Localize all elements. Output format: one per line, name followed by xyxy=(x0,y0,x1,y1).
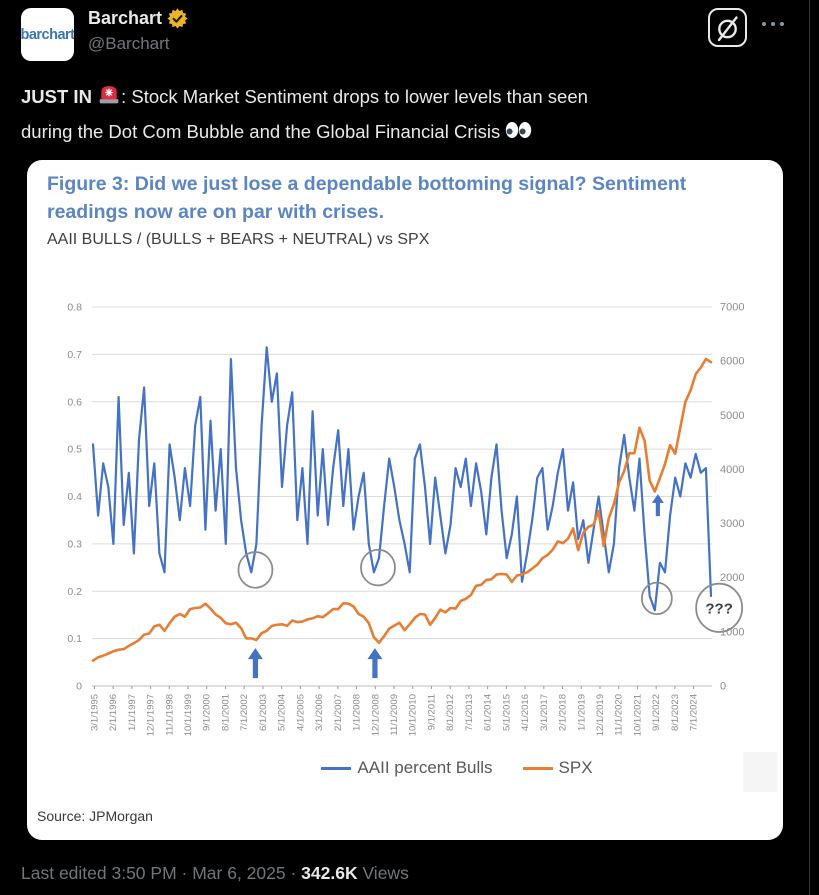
eyes-icon xyxy=(505,119,532,151)
siren-icon xyxy=(97,82,121,116)
legend-item-spx: SPX xyxy=(522,758,593,778)
series-line-spx xyxy=(91,357,713,662)
sentiment-chart-plot: 0.8 0.7 0.6 0.5 0.4 0.3 0.2 0.1 0 7000 6000 5000 400… xyxy=(67,302,744,737)
tweet-image-chart-card[interactable]: Figure 3: Did we just lose a dependable … xyxy=(27,160,783,840)
timeline-right-border xyxy=(809,0,810,895)
more-dot-icon xyxy=(771,22,775,26)
series-line-bulls xyxy=(91,346,713,612)
x-axis-tick-label: 3/1/2017 xyxy=(539,694,550,731)
x-axis-tick-label: 2/1/1996 xyxy=(108,694,119,731)
chart-title: Figure 3: Did we just lose a dependable … xyxy=(47,173,687,223)
up-arrow-icon xyxy=(651,494,664,517)
chart-legend: AAII percent Bulls SPX xyxy=(147,758,767,778)
x-axis-tick-label: 10/1/2021 xyxy=(632,694,643,736)
x-axis-tick-label: 11/1/2009 xyxy=(389,694,400,736)
annotation-circle xyxy=(695,582,744,633)
left-axis-tick-label: 0 xyxy=(76,681,82,693)
right-axis-tick-label: 3000 xyxy=(720,518,744,530)
x-axis-tick-label: 8/1/2012 xyxy=(445,694,456,731)
x-axis-tick-label: 2/1/2007 xyxy=(333,694,344,731)
x-axis-tick-label: 9/1/2022 xyxy=(651,694,662,731)
up-arrow-icon xyxy=(247,648,263,679)
x-axis-tick-label: 10/1/1999 xyxy=(183,694,194,736)
x-axis-tick-label: 7/1/2013 xyxy=(464,694,475,731)
x-axis-tick-label: 7/1/2024 xyxy=(689,694,700,731)
display-name[interactable]: Barchart xyxy=(88,8,163,28)
annotation-circle xyxy=(237,551,274,589)
right-axis-tick-label: 7000 xyxy=(720,302,744,314)
right-axis-tick-label: 5000 xyxy=(720,410,744,422)
grok-actions-button[interactable] xyxy=(708,8,747,47)
legend-label: SPX xyxy=(558,758,593,777)
x-axis-tick-label: 1/1/1997 xyxy=(127,694,138,731)
more-dot-icon xyxy=(780,22,784,26)
legend-label: AAII percent Bulls xyxy=(357,758,493,777)
right-axis-tick-label: 2000 xyxy=(720,572,744,584)
x-axis-tick-label: 8/1/2023 xyxy=(670,694,681,731)
left-axis-tick-label: 0.1 xyxy=(67,633,82,645)
left-axis-tick-label: 0.7 xyxy=(67,349,82,361)
annotation-question-label: ??? xyxy=(705,600,733,617)
x-axis-tick-label: 1/1/2019 xyxy=(576,694,587,731)
x-axis-tick-label: 7/1/2002 xyxy=(239,694,250,731)
chart-subtitle: AAII BULLS / (BULLS + BEARS + NEUTRAL) v… xyxy=(47,231,430,248)
left-axis-tick-label: 0.5 xyxy=(67,444,82,456)
right-axis-tick-label: 4000 xyxy=(720,464,744,476)
right-axis-tick-label: 0 xyxy=(720,681,726,693)
x-axis-tick-label: 12/1/2019 xyxy=(595,694,606,736)
left-axis-tick-label: 0.6 xyxy=(67,396,82,408)
views-label: Views xyxy=(357,863,409,883)
views-count: 342.6K xyxy=(301,863,358,883)
right-axis-tick-label: 6000 xyxy=(720,356,744,368)
left-axis-tick-label: 0.8 xyxy=(67,302,82,314)
tweet-meta: Last edited 3:50 PM · Mar 6, 2025 · 342.… xyxy=(21,863,409,884)
x-axis-tick-label: 6/1/2003 xyxy=(258,694,269,731)
gold-verified-badge-icon xyxy=(167,8,188,29)
annotation-circle xyxy=(360,548,396,587)
x-axis-tick-label: 10/1/2010 xyxy=(408,694,419,736)
x-axis-tick-label: 3/1/2006 xyxy=(314,694,325,731)
legend-item-bulls: AAII percent Bulls xyxy=(321,758,493,778)
more-dot-icon xyxy=(762,22,766,26)
x-axis-tick-label: 9/1/2000 xyxy=(202,694,213,731)
x-axis-tick-label: 12/1/2008 xyxy=(370,694,381,736)
avatar-logo-text: barchart xyxy=(21,26,74,43)
x-axis-tick-label: 4/1/2005 xyxy=(295,694,306,731)
x-axis-tick-label: 4/1/2016 xyxy=(520,694,531,731)
x-axis-tick-label: 1/1/2008 xyxy=(352,694,363,731)
x-axis-tick-label: 12/1/1997 xyxy=(146,694,157,736)
chart-source: Source: JPMorgan xyxy=(37,808,153,824)
up-arrow-icon xyxy=(367,648,383,679)
x-axis-tick-label: 5/1/2015 xyxy=(501,694,512,731)
edited-timestamp: Last edited 3:50 PM · Mar 6, 2025 · xyxy=(21,863,302,883)
grok-icon xyxy=(717,15,738,41)
user-handle[interactable]: @Barchart xyxy=(88,34,170,53)
legend-line-orange-icon xyxy=(522,766,553,770)
x-axis-tick-label: 6/1/2014 xyxy=(483,694,494,731)
avatar[interactable]: barchart xyxy=(21,8,74,61)
x-axis-tick-label: 9/1/2011 xyxy=(426,694,437,730)
x-axis-tick-label: 5/1/2004 xyxy=(277,694,288,731)
watermark-artifact xyxy=(743,752,777,792)
annotation-circle xyxy=(640,581,673,616)
tweet-text: JUST IN : Stock Market Sentiment drops t… xyxy=(21,81,796,151)
x-axis-tick-label: 11/1/1998 xyxy=(164,694,175,736)
x-axis-tick-label: 8/1/2001 xyxy=(220,694,231,731)
x-axis-tick-label: 2/1/2018 xyxy=(558,694,569,731)
left-axis-tick-label: 0.3 xyxy=(67,538,82,550)
legend-line-blue-icon xyxy=(321,766,352,770)
left-axis-tick-label: 0.4 xyxy=(67,491,82,503)
x-axis-tick-label: 11/1/2020 xyxy=(614,694,625,736)
right-axis-tick-label: 1000 xyxy=(720,626,744,638)
left-axis-tick-label: 0.2 xyxy=(67,586,82,598)
x-axis-tick-label: 3/1/1995 xyxy=(89,694,100,731)
more-options-button[interactable] xyxy=(758,18,788,30)
